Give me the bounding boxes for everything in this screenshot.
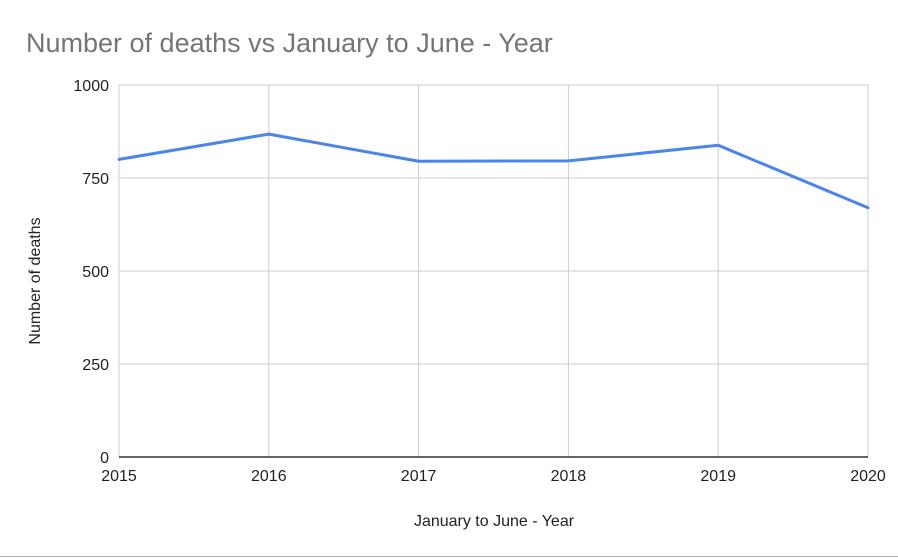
x-tick-label: 2018 [551, 468, 587, 485]
x-tick-label: 2019 [700, 468, 736, 485]
y-tick-label: 500 [82, 264, 109, 281]
x-tick-labels: 2015 2016 2017 2018 2019 2020 [101, 468, 886, 485]
y-gridlines [119, 84, 868, 365]
x-tick-label: 2016 [251, 468, 287, 485]
y-tick-label: 0 [100, 450, 109, 467]
x-tick-label: 2020 [850, 468, 886, 485]
y-axis-title: Number of deaths [27, 217, 44, 344]
y-tick-label: 1000 [73, 78, 109, 95]
series-line [117, 132, 870, 210]
y-tick-label: 250 [82, 357, 109, 374]
x-axis-title: January to June - Year [414, 513, 575, 530]
x-gridlines [118, 85, 869, 457]
x-tick-label: 2015 [101, 468, 137, 485]
x-tick-label: 2017 [401, 468, 437, 485]
y-tick-label: 750 [82, 171, 109, 188]
chart-title: Number of deaths vs January to June - Ye… [26, 28, 553, 58]
y-tick-labels: 0 250 500 750 1000 [73, 78, 109, 467]
series-group [117, 132, 870, 210]
